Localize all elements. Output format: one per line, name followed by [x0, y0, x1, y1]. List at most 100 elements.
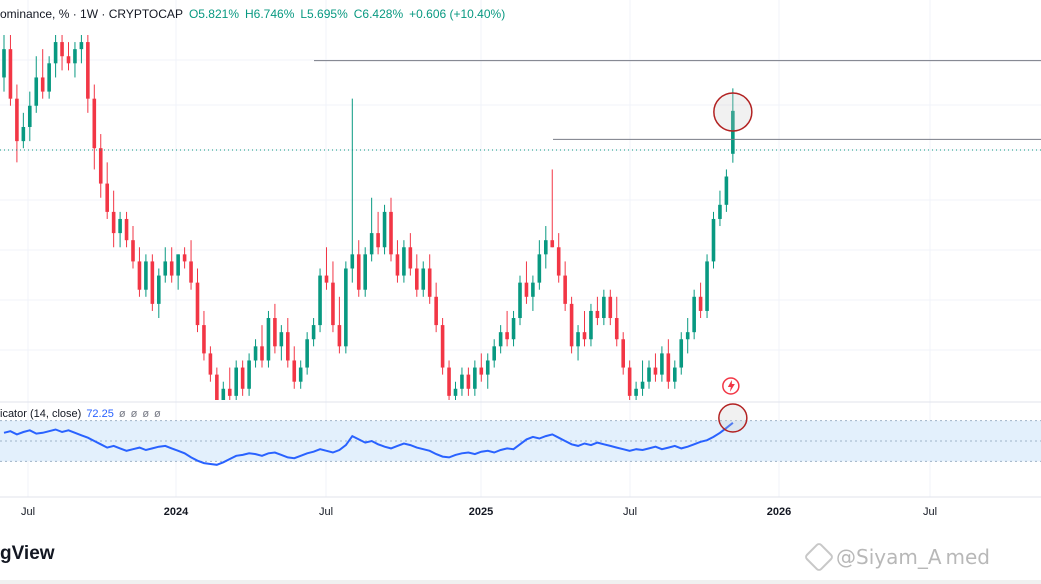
candle-body-0 — [2, 49, 6, 78]
candle-body-47 — [305, 339, 309, 368]
candle-body-105 — [679, 339, 684, 368]
candle-body-112 — [724, 176, 729, 205]
candle-body-30 — [195, 282, 200, 326]
indicator-label[interactable]: icator (14, close) — [0, 408, 82, 420]
candle-body-72 — [466, 374, 471, 389]
candle-body-46 — [298, 367, 303, 382]
candle-body-42 — [273, 318, 277, 347]
candle-body-55 — [356, 254, 361, 290]
watermark-icon — [803, 541, 835, 573]
candle-body-80 — [518, 282, 522, 319]
candle-body-96 — [621, 339, 625, 368]
x-tick-label-4: Jul — [623, 506, 637, 518]
candle-body-97 — [627, 367, 632, 396]
candle-body-71 — [460, 374, 464, 389]
x-tick-label-5: 2026 — [767, 506, 791, 518]
candle-body-98 — [634, 388, 638, 396]
x-tick-label-1: 2024 — [164, 506, 189, 518]
candle-body-13 — [86, 42, 90, 99]
candle-body-91 — [589, 310, 593, 340]
candle-body-10 — [66, 56, 71, 64]
candle-body-52 — [337, 325, 342, 347]
candle-body-66 — [427, 268, 432, 297]
candle-body-77 — [498, 332, 503, 347]
candle-body-83 — [537, 254, 542, 283]
candle-body-25 — [163, 261, 168, 276]
candle-body-54 — [350, 254, 355, 269]
ohlc-close: C6.428% — [353, 7, 404, 21]
candle-body-19 — [124, 218, 129, 241]
candle-body-45 — [292, 360, 297, 382]
candle-body-31 — [202, 325, 206, 354]
candle-body-63 — [408, 247, 413, 269]
candle-body-5 — [34, 77, 39, 106]
candle-body-74 — [479, 367, 484, 375]
candle-body-94 — [608, 296, 613, 319]
candle-body-43 — [279, 332, 284, 347]
candle-body-109 — [705, 261, 709, 311]
ohlc-low: L5.695% — [300, 7, 348, 21]
candle-body-9 — [60, 42, 64, 57]
candle-body-111 — [718, 204, 722, 219]
candle-body-84 — [544, 240, 548, 255]
candle-body-18 — [118, 218, 122, 234]
candle-body-4 — [28, 105, 32, 127]
candle-body-87 — [563, 275, 567, 304]
indicator-value: 72.25 — [86, 408, 114, 420]
candle-body-57 — [369, 233, 374, 255]
candle-body-41 — [266, 318, 271, 361]
indicator-placeholder-2: ø — [130, 408, 138, 420]
candle-body-7 — [47, 63, 51, 92]
candle-body-64 — [415, 268, 419, 290]
candle-body-70 — [453, 388, 458, 396]
candle-body-85 — [550, 240, 555, 248]
x-tick-label-6: Jul — [923, 506, 937, 518]
candle-body-37 — [240, 367, 245, 389]
candle-body-110 — [711, 218, 716, 262]
candle-body-35 — [227, 388, 232, 396]
candle-body-51 — [331, 282, 335, 326]
candle-body-36 — [234, 367, 238, 396]
candle-body-75 — [485, 360, 490, 375]
candle-body-17 — [111, 211, 116, 234]
candle-body-1 — [8, 49, 13, 99]
candle-body-104 — [673, 367, 677, 382]
candle-body-107 — [692, 296, 696, 333]
watermark-text: @Siyam_A med — [836, 545, 990, 569]
highlight-circle-indicator — [718, 403, 748, 433]
candle-body-48 — [311, 325, 316, 340]
candle-body-12 — [79, 42, 84, 50]
indicator-placeholder-4: ø — [154, 408, 161, 420]
candle-body-81 — [524, 282, 529, 297]
candle-body-22 — [144, 261, 148, 290]
candle-body-49 — [318, 275, 322, 326]
candle-body-33 — [215, 374, 219, 400]
candle-body-34 — [221, 388, 226, 400]
candle-body-21 — [137, 261, 142, 290]
candle-body-100 — [647, 367, 651, 382]
candle-body-95 — [614, 318, 619, 340]
candle-body-59 — [382, 211, 387, 248]
indicator-line — [3, 422, 734, 466]
candle-body-90 — [582, 332, 587, 340]
candle-body-26 — [169, 261, 174, 276]
candle-body-32 — [208, 353, 213, 375]
candle-body-103 — [666, 353, 671, 382]
candle-body-50 — [324, 275, 329, 283]
highlight-circle-price — [713, 92, 753, 132]
candle-body-62 — [402, 247, 406, 276]
candle-body-60 — [389, 211, 393, 255]
candle-body-23 — [150, 261, 155, 304]
candle-body-79 — [511, 318, 516, 340]
candle-body-67 — [434, 296, 438, 326]
candle-body-88 — [569, 303, 574, 347]
candle-body-2 — [15, 98, 19, 142]
candle-body-8 — [53, 42, 58, 64]
candle-body-56 — [363, 254, 367, 290]
candle-body-40 — [260, 346, 264, 361]
symbol-title[interactable]: ominance, % · 1W · CRYPTOCAP — [0, 7, 183, 21]
candle-body-28 — [182, 254, 187, 262]
candle-body-20 — [131, 240, 135, 262]
candle-body-53 — [344, 268, 348, 347]
